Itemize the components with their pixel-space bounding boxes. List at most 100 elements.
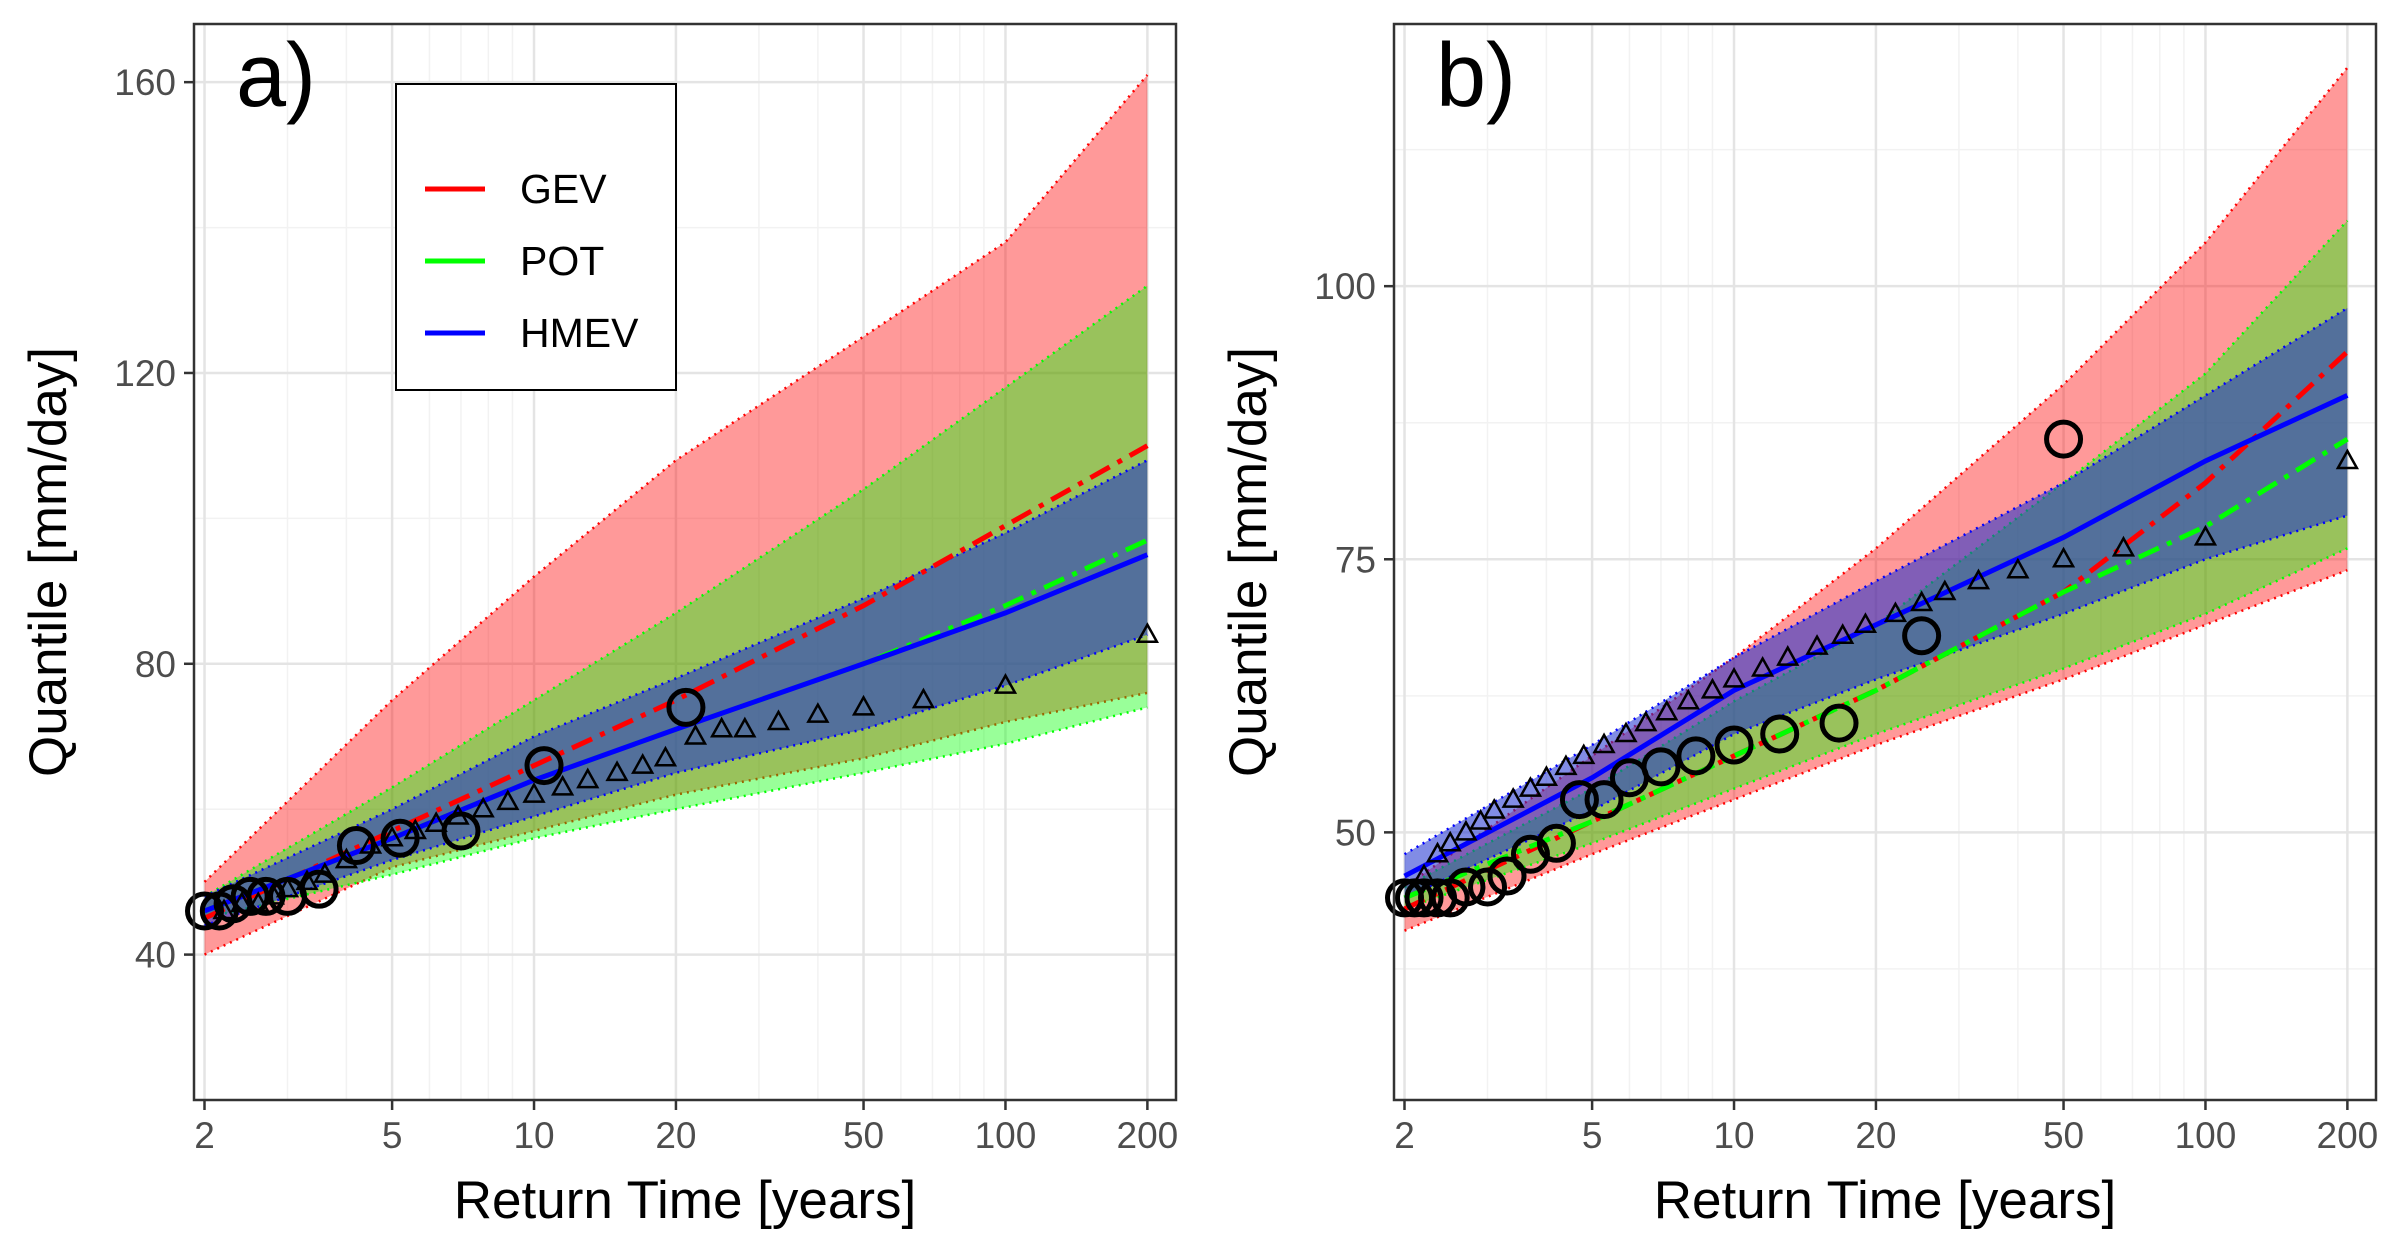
empirical-triangle <box>2006 557 2030 579</box>
lines-a <box>203 443 1149 921</box>
ticks-b: 50 75 100 2 5 10 20 50 100 200 <box>1314 266 2378 1156</box>
empirical-triangle <box>1501 787 1525 808</box>
empirical-triangle <box>424 811 448 832</box>
panel-border-a <box>192 22 1178 1102</box>
x-tick-label: 5 <box>382 1115 403 1156</box>
empirical-triangle <box>911 687 936 709</box>
line-hmev <box>203 552 1149 914</box>
band-upper-gev <box>1403 66 2349 889</box>
y-axis-title-b: Quantile [mm/day] <box>1219 347 1278 777</box>
empirical-triangle <box>334 847 359 869</box>
x-tick-label: 100 <box>2175 1115 2237 1156</box>
empirical-triangle <box>1883 601 1908 623</box>
ticks-a: 40 80 120 160 2 5 10 20 50 100 200 <box>114 62 1178 1156</box>
empirical-triangle <box>496 789 520 811</box>
y-tick-label: 80 <box>135 644 176 685</box>
empirical-triangle <box>1853 612 1878 634</box>
empirical-triangle <box>1634 710 1658 732</box>
observed-circle <box>1468 867 1508 907</box>
observed-circle <box>2044 419 2084 459</box>
y-tick-label: 40 <box>135 935 176 976</box>
empirical-triangle <box>2111 535 2136 557</box>
y-tick-label: 50 <box>1335 812 1376 853</box>
empirical-triangle <box>653 745 678 767</box>
empirical-triangle <box>851 694 876 716</box>
empirical-triangle <box>605 760 629 782</box>
x-tick-label: 50 <box>843 1115 884 1156</box>
band-lower-pot <box>204 706 1148 920</box>
empirical-triangle <box>766 709 791 731</box>
empirical-triangle <box>2051 546 2076 568</box>
plot-area-b <box>1394 24 2376 1100</box>
x-tick-label: 20 <box>655 1115 696 1156</box>
empirical-triangle <box>1805 634 1829 655</box>
empirical-triangle <box>471 796 495 818</box>
observed-circle <box>1584 780 1624 820</box>
empirical-triangle <box>380 825 404 847</box>
empirical-triangle <box>733 716 757 738</box>
legend: GEV POT HMEV <box>395 83 677 391</box>
band-upper-hmev <box>203 459 1148 898</box>
observed-circle <box>380 818 420 858</box>
observed-circle <box>524 746 564 786</box>
observed-circle <box>1404 878 1444 918</box>
empirical-triangle <box>1676 688 1700 710</box>
y-tick-label: 160 <box>114 62 176 103</box>
empirical-triangle <box>1966 568 1991 590</box>
empirical-triangle <box>1614 721 1638 743</box>
legend-label-pot: POT <box>520 238 604 284</box>
legend-box <box>395 83 677 391</box>
empirical-triangle <box>1425 841 1450 863</box>
observed-circle <box>1902 616 1942 656</box>
empirical-triangle <box>1933 579 1957 601</box>
observed-circle <box>1559 780 1599 820</box>
observed-circle <box>185 891 225 931</box>
panel-b: 50 75 100 2 5 10 20 50 100 200 b) Return Time [ye… <box>1219 22 2378 1230</box>
y-tick-label: 75 <box>1335 539 1376 580</box>
empirical-triangle <box>551 774 575 796</box>
observed-circle <box>246 876 286 916</box>
empirical-triangle <box>522 782 546 803</box>
empirical-triangle <box>1438 830 1462 852</box>
empirical-triangle <box>1572 743 1596 765</box>
x-axis-title-a: Return Time [years] <box>454 1171 916 1230</box>
observed-circle <box>441 811 481 851</box>
observed-circle <box>1676 736 1716 776</box>
x-tick-label: 2 <box>194 1115 215 1156</box>
y-axis-title-a: Quantile [mm/day] <box>19 347 78 777</box>
band-pot <box>204 285 1148 919</box>
empirical-triangle <box>1454 819 1478 841</box>
band-upper-hmev <box>1403 306 2349 856</box>
empirical-triangle <box>1468 808 1493 830</box>
legend-label-hmev: HMEV <box>520 310 639 356</box>
empirical-triangle <box>1776 645 1800 666</box>
empirical-triangle <box>1534 765 1559 786</box>
empirical-triangle <box>1751 655 1775 677</box>
line-gev <box>1403 349 2350 912</box>
empirical-triangle <box>1482 797 1506 819</box>
empirical-triangle <box>1655 699 1679 721</box>
observed-circle <box>666 687 706 727</box>
empirical-triangle <box>1518 776 1543 797</box>
y-tick-label: 100 <box>1314 266 1376 307</box>
observed-circle <box>336 826 376 866</box>
lines-b <box>1403 349 2350 912</box>
observed-circle <box>1760 714 1800 754</box>
empirical-triangle <box>1135 622 1160 643</box>
observed-circle <box>1510 834 1550 874</box>
panel-border-b <box>1392 22 2378 1102</box>
empirical-triangle <box>2193 524 2218 546</box>
observed-circle <box>1487 856 1527 896</box>
x-tick-label: 200 <box>1117 1115 1179 1156</box>
observed-circle <box>299 869 339 909</box>
line-pot <box>1403 436 2349 901</box>
x-tick-label: 200 <box>2317 1115 2379 1156</box>
observed-circle <box>230 876 270 916</box>
points-a <box>185 622 1160 931</box>
observed-circle <box>1446 867 1486 907</box>
empirical-triangle <box>683 723 708 745</box>
observed-circle <box>1536 823 1576 863</box>
empirical-triangle <box>710 716 734 738</box>
x-tick-label: 50 <box>2043 1115 2084 1156</box>
